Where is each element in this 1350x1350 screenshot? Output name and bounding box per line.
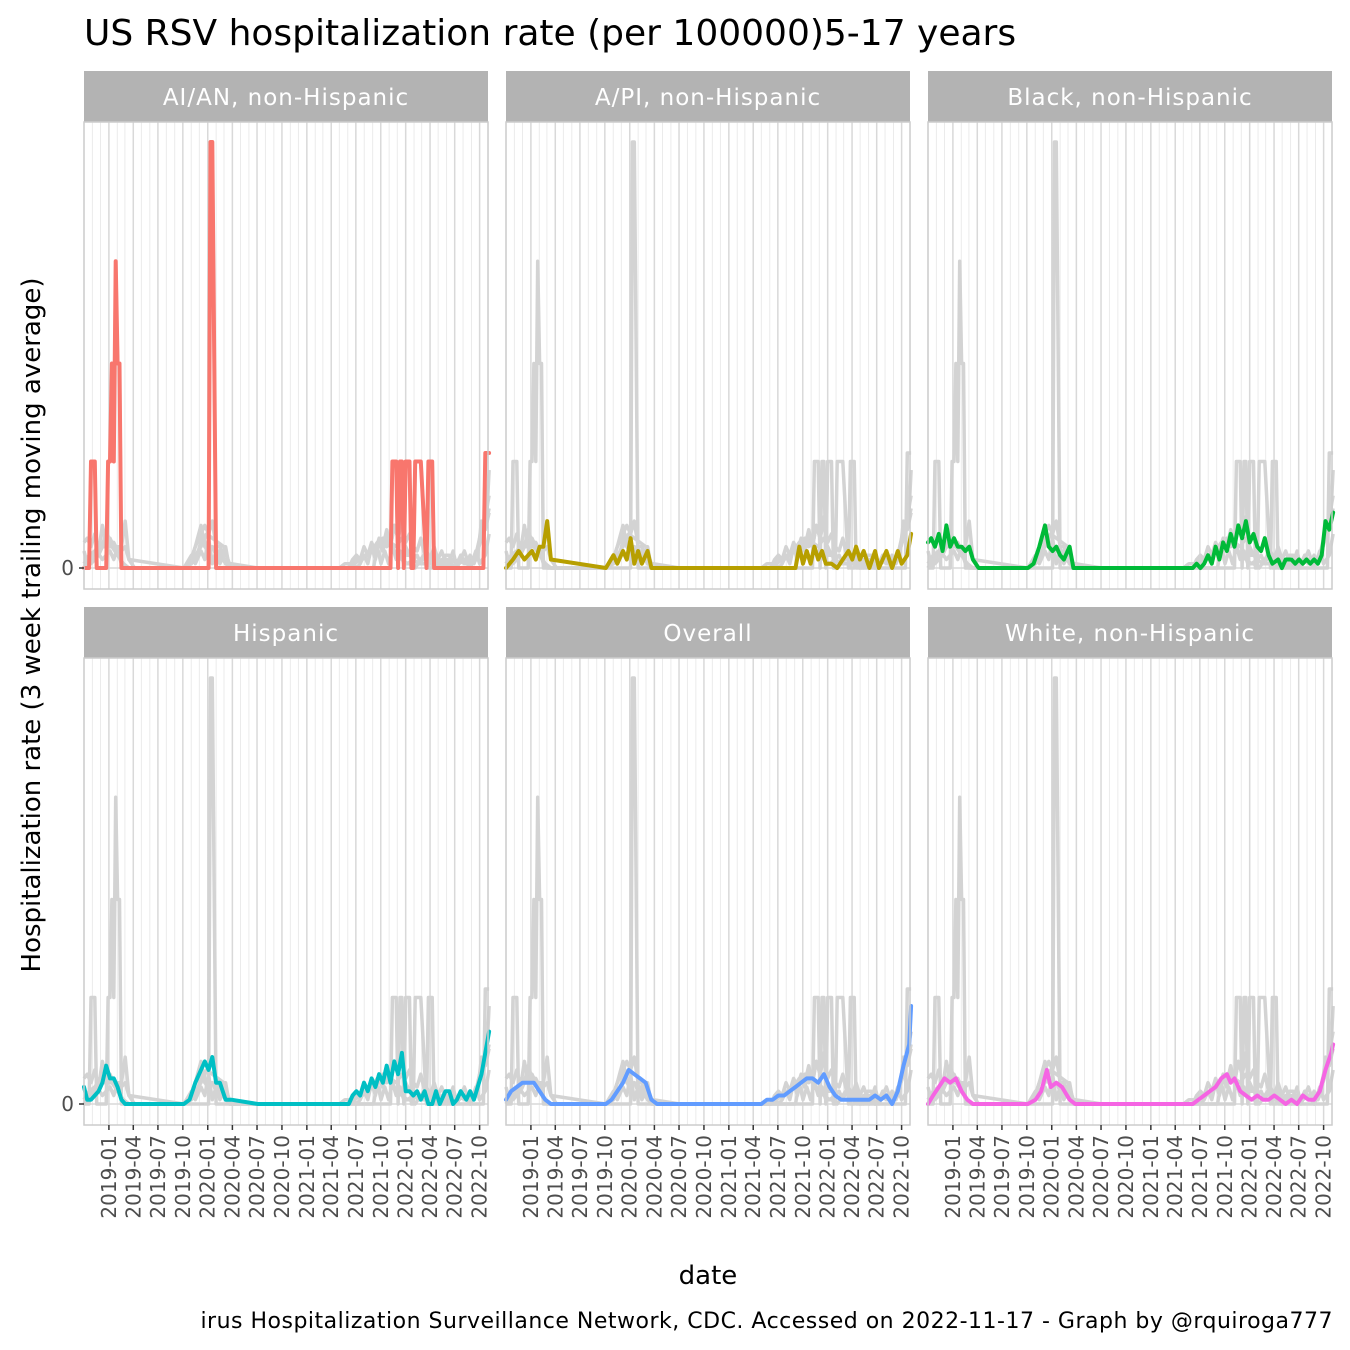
facet-panel: White, non-HispanicAI/AN, non-HispanicA/… bbox=[926, 607, 1336, 1219]
series-line: AI/AN, non-Hispanic bbox=[82, 140, 492, 570]
series-line: Black, non-Hispanic bbox=[926, 510, 1336, 570]
x-tick-label: 2022-01 bbox=[394, 1135, 418, 1219]
panel-border bbox=[83, 657, 489, 1126]
facet-strip-label: Black, non-Hispanic bbox=[1007, 85, 1252, 111]
x-tick-label: 2020-04 bbox=[1064, 1135, 1088, 1219]
panel-border bbox=[505, 657, 911, 1126]
facet-panel: AI/AN, non-HispanicAI/AN, non-HispanicA/… bbox=[61, 71, 492, 590]
series-line: Overall bbox=[504, 1004, 914, 1106]
plot-background bbox=[506, 658, 910, 1125]
x-tick-label: 2020-01 bbox=[618, 1135, 642, 1219]
facet-strip bbox=[928, 71, 1332, 122]
x-tick-label: 2020-10 bbox=[1114, 1135, 1138, 1219]
facet-panel: OverallAI/AN, non-HispanicA/PI, non-Hisp… bbox=[504, 607, 914, 1219]
x-tick-label: 2022-07 bbox=[865, 1135, 889, 1219]
facet-strip-label: AI/AN, non-Hispanic bbox=[163, 85, 409, 111]
facet-strip-label: A/PI, non-Hispanic bbox=[595, 85, 821, 111]
x-tick-label: 2019-10 bbox=[171, 1135, 195, 1219]
panel-border bbox=[505, 121, 911, 590]
x-tick-label: 2022-10 bbox=[890, 1135, 914, 1219]
x-tick-label: 2019-01 bbox=[941, 1135, 965, 1219]
x-tick-label: 2022-07 bbox=[1287, 1135, 1311, 1219]
x-tick-label: 2020-07 bbox=[667, 1135, 691, 1219]
x-tick-label: 2019-10 bbox=[593, 1135, 617, 1219]
x-tick-label: 2020-04 bbox=[220, 1135, 244, 1219]
panel-border bbox=[927, 121, 1333, 590]
panel-border bbox=[927, 657, 1333, 1126]
plot-background bbox=[928, 658, 1332, 1125]
x-tick-label: 2021-01 bbox=[295, 1135, 319, 1219]
x-tick-label: 2019-01 bbox=[97, 1135, 121, 1219]
background-series-line: White, non-Hispanic bbox=[504, 508, 913, 570]
facet-strip-label: White, non-Hispanic bbox=[1005, 621, 1255, 647]
x-tick-label: 2020-07 bbox=[245, 1135, 269, 1219]
x-tick-label: 2022-04 bbox=[1262, 1135, 1286, 1219]
x-tick-label: 2021-10 bbox=[369, 1135, 393, 1219]
x-tick-label: 2020-10 bbox=[692, 1135, 716, 1219]
x-tick-label: 2019-10 bbox=[1015, 1135, 1039, 1219]
x-tick-label: 2021-01 bbox=[1139, 1135, 1163, 1219]
chart-caption: irus Hospitalization Surveillance Networ… bbox=[200, 1309, 1333, 1334]
facet-strip bbox=[84, 71, 488, 122]
x-axis-title: date bbox=[679, 1261, 738, 1291]
series-line: Hispanic bbox=[82, 1029, 492, 1106]
y-tick-label: 0 bbox=[61, 1092, 74, 1116]
plot-background bbox=[928, 122, 1332, 589]
x-tick-label: 2022-01 bbox=[1238, 1135, 1262, 1219]
x-tick-label: 2019-07 bbox=[990, 1135, 1014, 1219]
x-tick-label: 2022-10 bbox=[1312, 1135, 1336, 1219]
x-tick-label: 2022-04 bbox=[418, 1135, 442, 1219]
x-tick-label: 2019-04 bbox=[543, 1135, 567, 1219]
x-tick-label: 2021-04 bbox=[319, 1135, 343, 1219]
facet-strip bbox=[506, 71, 910, 122]
panel-border bbox=[83, 121, 489, 590]
facet-panel: HispanicAI/AN, non-HispanicA/PI, non-His… bbox=[61, 607, 492, 1219]
x-tick-label: 2021-07 bbox=[344, 1135, 368, 1219]
chart-title: US RSV hospitalization rate (per 100000)… bbox=[84, 13, 1016, 54]
x-tick-label: 2021-10 bbox=[1213, 1135, 1237, 1219]
y-tick-label: 0 bbox=[61, 556, 74, 580]
x-tick-label: 2019-04 bbox=[121, 1135, 145, 1219]
x-tick-label: 2019-01 bbox=[519, 1135, 543, 1219]
x-tick-label: 2020-07 bbox=[1089, 1135, 1113, 1219]
x-tick-label: 2022-07 bbox=[443, 1135, 467, 1219]
plot-background bbox=[84, 122, 488, 589]
x-tick-label: 2021-07 bbox=[1188, 1135, 1212, 1219]
facet-strip-label: Hispanic bbox=[233, 621, 339, 647]
y-axis-title: Hospitalization rate (3 week trailing mo… bbox=[17, 278, 47, 973]
x-tick-label: 2020-01 bbox=[1040, 1135, 1064, 1219]
x-tick-label: 2021-07 bbox=[766, 1135, 790, 1219]
x-tick-label: 2021-04 bbox=[741, 1135, 765, 1219]
series-line: A/PI, non-Hispanic bbox=[504, 519, 914, 570]
series-line: White, non-Hispanic bbox=[926, 1042, 1336, 1106]
x-tick-label: 2021-04 bbox=[1163, 1135, 1187, 1219]
facet-strip-label: Overall bbox=[663, 621, 752, 647]
x-tick-label: 2021-10 bbox=[791, 1135, 815, 1219]
x-tick-label: 2021-01 bbox=[717, 1135, 741, 1219]
x-tick-label: 2019-07 bbox=[146, 1135, 170, 1219]
facet-strip bbox=[928, 607, 1332, 658]
facet-strip bbox=[84, 607, 488, 658]
facet-panels: AI/AN, non-HispanicAI/AN, non-HispanicA/… bbox=[61, 71, 1336, 1219]
x-tick-label: 2020-04 bbox=[642, 1135, 666, 1219]
x-tick-label: 2022-10 bbox=[468, 1135, 492, 1219]
x-tick-label: 2022-01 bbox=[816, 1135, 840, 1219]
plot-background bbox=[84, 658, 488, 1125]
facet-panel: A/PI, non-HispanicAI/AN, non-HispanicA/P… bbox=[504, 71, 914, 590]
x-tick-label: 2019-04 bbox=[965, 1135, 989, 1219]
plot-background bbox=[506, 122, 910, 589]
x-tick-label: 2019-07 bbox=[568, 1135, 592, 1219]
x-tick-label: 2022-04 bbox=[840, 1135, 864, 1219]
x-tick-label: 2020-01 bbox=[196, 1135, 220, 1219]
facet-strip bbox=[506, 607, 910, 658]
facet-panel: Black, non-HispanicAI/AN, non-HispanicA/… bbox=[926, 71, 1336, 590]
x-tick-label: 2020-10 bbox=[270, 1135, 294, 1219]
